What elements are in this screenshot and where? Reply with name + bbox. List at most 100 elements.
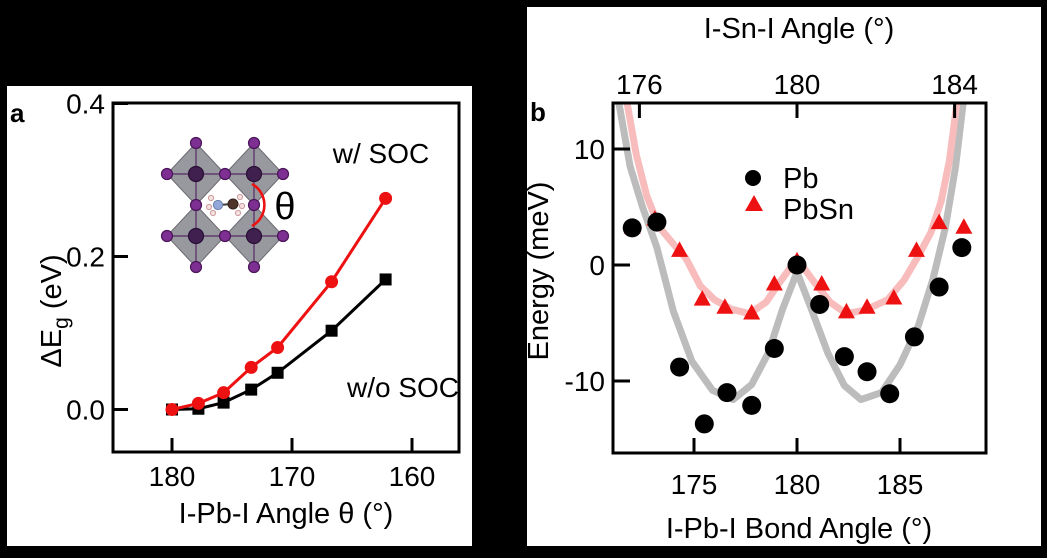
x-axis-tick-label: 175	[671, 469, 718, 500]
top-x-axis-title: I-Sn-I Angle (°)	[704, 13, 895, 45]
iodine-atom	[189, 198, 203, 212]
plot-frame	[111, 101, 461, 454]
y-axis-tick-label: 0.4	[66, 89, 105, 120]
panel-a-label: a	[10, 98, 25, 128]
iodine-atom	[247, 198, 261, 212]
x-axis-tick-label: 185	[877, 469, 924, 500]
w-soc-marker	[191, 396, 205, 410]
w-soc-marker	[325, 275, 339, 289]
y-axis-title: ΔEg (eV)	[36, 254, 73, 367]
pb-marker	[647, 212, 667, 232]
theta-angle-arc	[251, 182, 266, 228]
pbsn-marker	[813, 275, 831, 291]
panel-b: b I-Sn-I Angle (°) 176 180 184 175 180 185 10 0 -…	[527, 7, 1041, 546]
iodine-atom	[276, 229, 290, 243]
without-soc-annotation: w/o SOC	[346, 372, 459, 403]
pbsn-marker	[930, 213, 948, 230]
pbsn-marker	[671, 241, 689, 257]
y-axis-tick-label: 0.0	[66, 395, 105, 426]
fit-curves	[615, 103, 967, 404]
hydrogen-atom	[234, 209, 242, 217]
pbsn-marker	[955, 218, 973, 234]
pb-marker	[717, 383, 737, 403]
carbon-atom	[227, 198, 239, 210]
wo-soc-marker	[325, 324, 338, 337]
legend-pbsn-marker	[745, 195, 763, 211]
series-w-soc	[165, 191, 393, 416]
pb-marker	[857, 362, 877, 382]
top-x-axis-tick-label: 184	[931, 69, 978, 100]
pbsn-marker	[743, 304, 761, 320]
pb-marker	[622, 218, 642, 238]
pbsn-marker	[907, 241, 925, 257]
pb-marker	[834, 347, 854, 367]
wo-soc-marker	[271, 366, 284, 379]
pbsn-marker	[885, 288, 903, 305]
pbsn-marker	[693, 290, 711, 306]
pbsn-marker	[837, 302, 855, 319]
wo-soc-marker	[379, 273, 392, 286]
pb-marker	[764, 339, 784, 359]
y-axis-title: Energy (meV)	[527, 182, 555, 361]
with-soc-annotation: w/ SOC	[332, 138, 429, 169]
wo-soc-marker	[245, 383, 258, 396]
iodine-atom	[160, 167, 174, 181]
pb-marker	[952, 238, 972, 258]
chart-b-energy-vs-bond-angle: I-Sn-I Angle (°) 176 180 184 175 180 185 10 0 -10…	[527, 13, 988, 545]
pb-series	[622, 212, 972, 434]
plot-frame	[611, 101, 988, 455]
hydrogen-atom	[236, 193, 244, 201]
pb-marker	[670, 357, 690, 377]
pb-marker	[787, 255, 807, 275]
hydrogen-atom	[238, 202, 246, 210]
y-axis-tick-label: 10	[574, 134, 605, 165]
w-soc-marker	[379, 191, 393, 205]
x-axis-tick-label: 180	[774, 469, 821, 500]
x-axis-tick-label: 160	[389, 461, 436, 492]
pb-marker	[929, 277, 949, 297]
y-axis-tick-label: -10	[565, 366, 605, 397]
wo-soc-marker	[217, 396, 230, 409]
iodine-atom	[247, 260, 261, 274]
iodine-atom	[218, 167, 232, 181]
metal-atom	[187, 165, 205, 183]
w-soc-marker	[244, 360, 258, 374]
metal-atom	[187, 227, 205, 245]
pb-marker	[880, 384, 900, 404]
pbsn-marker	[858, 298, 876, 314]
pbsn-marker	[765, 275, 783, 291]
top-x-axis-tick-label: 176	[616, 69, 663, 100]
w-soc-marker	[217, 386, 231, 400]
w-soc-marker	[165, 403, 179, 416]
metal-atom	[245, 227, 263, 245]
legend-pbsn-label: PbSn	[783, 194, 854, 226]
iodine-atom	[160, 229, 174, 243]
theta-label: θ	[274, 186, 295, 228]
metal-atom	[245, 165, 263, 183]
hydrogen-atom	[209, 209, 217, 217]
pb-marker	[810, 294, 830, 314]
legend-pb-marker	[745, 170, 761, 186]
iodine-atom	[189, 136, 203, 150]
x-axis-tick-label: 180	[149, 461, 196, 492]
iodine-atom	[247, 136, 261, 150]
chart-a-bandgap-vs-angle: 180 170 160 0.4 0.2 0.0 I-Pb-I Angle θ (°) ΔEg …	[36, 89, 461, 530]
y-axis-tick-label: 0	[589, 250, 605, 281]
iodine-atom	[189, 260, 203, 274]
y-axis-tick-label: 0.2	[66, 242, 105, 273]
pb-marker	[904, 327, 924, 347]
iodine-atom	[218, 229, 232, 243]
hydrogen-atom	[207, 194, 215, 202]
hydrogen-atom	[205, 203, 213, 211]
pb-fit-curve	[615, 103, 967, 404]
pbsn-marker	[716, 298, 734, 314]
pb-marker	[694, 414, 714, 434]
perovskite-inset: θ	[160, 136, 296, 274]
nitrogen-atom	[212, 199, 224, 211]
x-axis-title: I-Pb-I Angle θ (°)	[179, 498, 394, 530]
panel-b-label: b	[530, 97, 546, 127]
w-soc-marker	[271, 341, 285, 355]
pb-marker	[742, 395, 762, 415]
